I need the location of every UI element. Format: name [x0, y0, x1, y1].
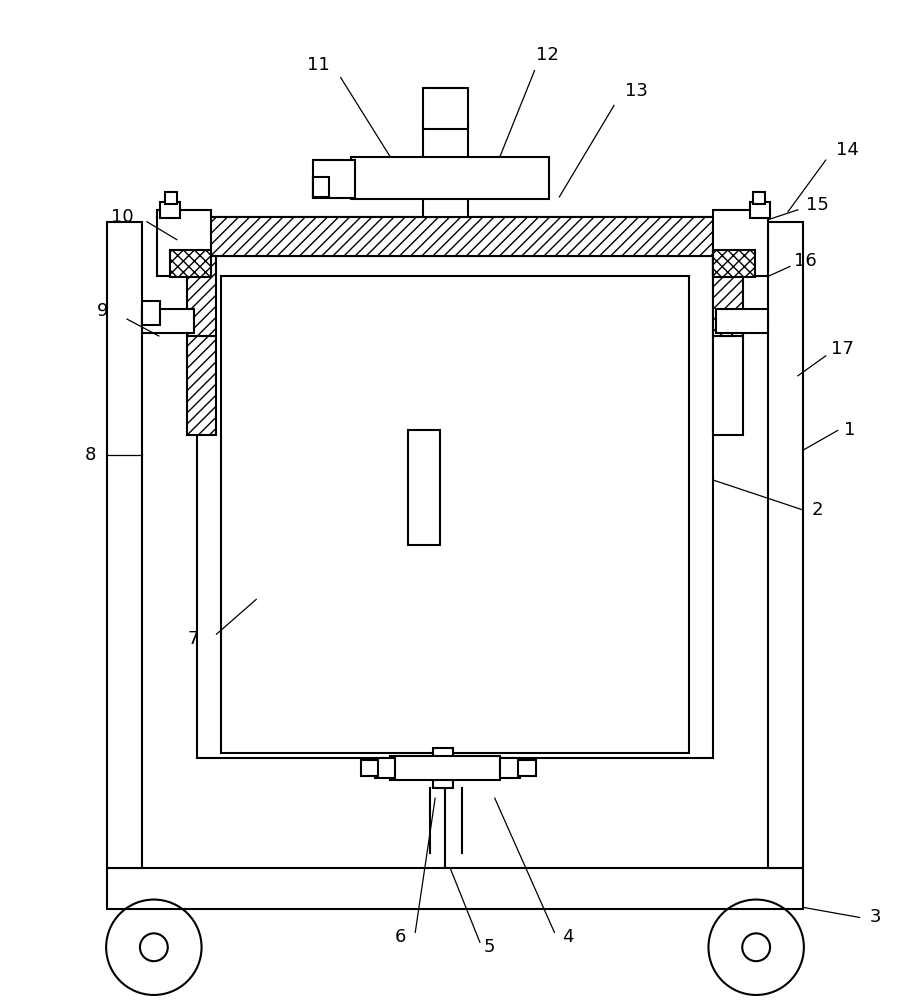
Text: 14: 14: [836, 141, 859, 159]
Bar: [142, 301, 160, 325]
Bar: [196, 252, 713, 758]
Bar: [170, 250, 212, 277]
Bar: [713, 210, 768, 276]
Bar: [361, 760, 379, 776]
Text: 16: 16: [794, 252, 817, 270]
Bar: [186, 336, 216, 435]
Bar: [164, 192, 177, 204]
Bar: [107, 222, 142, 868]
Text: 5: 5: [484, 938, 496, 956]
Bar: [717, 309, 768, 333]
Bar: [750, 202, 770, 218]
Text: 10: 10: [110, 208, 133, 226]
Bar: [424, 122, 468, 217]
Bar: [313, 160, 354, 198]
Bar: [518, 760, 536, 776]
Bar: [713, 336, 743, 435]
Bar: [713, 250, 755, 277]
Bar: [313, 177, 329, 197]
Bar: [433, 748, 453, 788]
Bar: [408, 430, 440, 545]
Text: 1: 1: [844, 421, 855, 439]
Text: 4: 4: [561, 928, 573, 946]
Text: 2: 2: [812, 501, 824, 519]
Text: 3: 3: [870, 908, 881, 926]
Text: 7: 7: [188, 630, 199, 648]
Text: 6: 6: [394, 928, 406, 946]
Bar: [351, 157, 550, 199]
Text: 17: 17: [831, 340, 854, 358]
Text: 13: 13: [625, 82, 648, 100]
Text: 15: 15: [806, 196, 829, 214]
Bar: [713, 256, 743, 336]
Bar: [424, 88, 468, 129]
Bar: [391, 756, 499, 780]
Text: 8: 8: [85, 446, 96, 464]
Text: 12: 12: [536, 46, 559, 64]
Bar: [186, 256, 216, 336]
Bar: [768, 222, 803, 868]
Bar: [753, 192, 765, 204]
Bar: [375, 758, 395, 778]
Bar: [222, 276, 688, 753]
Text: 9: 9: [97, 302, 108, 320]
Text: 11: 11: [308, 56, 331, 74]
Bar: [142, 309, 194, 333]
Bar: [196, 217, 713, 256]
Bar: [107, 868, 803, 909]
Bar: [499, 758, 519, 778]
Bar: [160, 202, 180, 218]
Bar: [157, 210, 212, 276]
